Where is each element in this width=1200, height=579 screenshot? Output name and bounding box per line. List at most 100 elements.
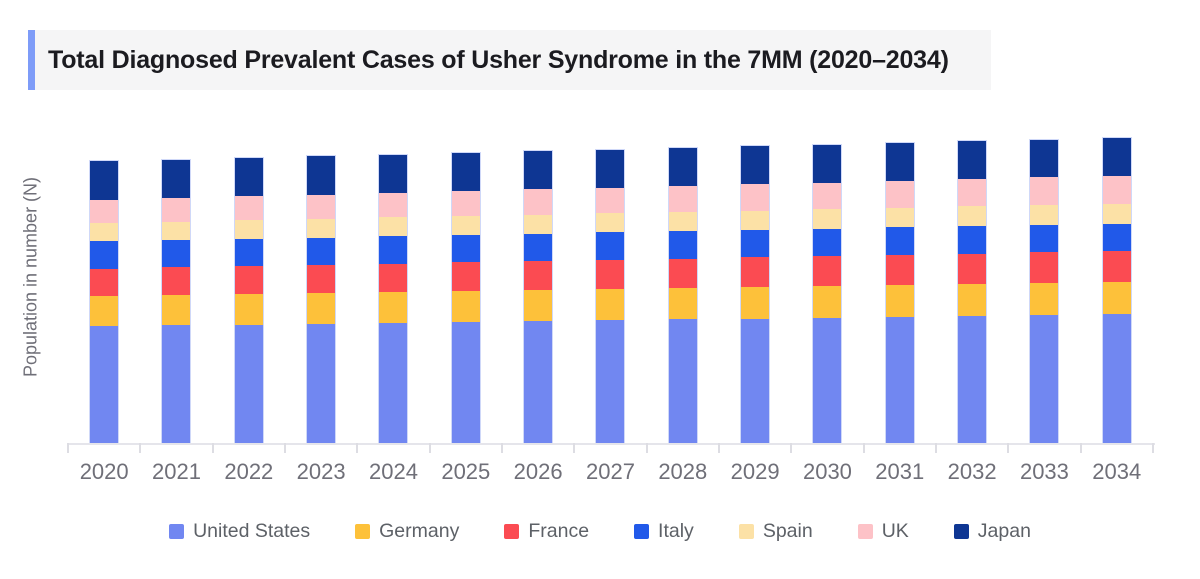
bar-segment-spain-2022 bbox=[234, 220, 263, 239]
bar-slot-2026 bbox=[502, 112, 574, 443]
legend-item-italy: Italy bbox=[634, 520, 694, 543]
bar-segment-germany-2023 bbox=[307, 293, 336, 324]
bar-segment-uk-2031 bbox=[885, 180, 914, 208]
bar-segment-spain-2034 bbox=[1102, 203, 1131, 224]
stacked-bar-2023 bbox=[307, 156, 336, 443]
x-axis-label-2022: 2022 bbox=[224, 459, 274, 484]
x-axis-ticks bbox=[67, 443, 1154, 453]
bar-segment-france-2021 bbox=[162, 267, 191, 296]
bar-segment-germany-2020 bbox=[90, 296, 119, 327]
bar-slot-2027 bbox=[574, 112, 646, 443]
x-axis-tick bbox=[1079, 443, 1082, 453]
bar-segment-united-states-2026 bbox=[524, 321, 553, 443]
legend-swatch-uk bbox=[857, 524, 873, 539]
x-axis-label-2032: 2032 bbox=[947, 459, 997, 484]
bar-segment-japan-2026 bbox=[524, 151, 553, 190]
stacked-bar-2033 bbox=[1030, 139, 1059, 443]
bar-segment-united-states-2032 bbox=[958, 316, 987, 443]
bar-segment-france-2029 bbox=[741, 257, 770, 288]
stacked-bar-2032 bbox=[958, 141, 987, 443]
x-axis-label-2030: 2030 bbox=[802, 459, 852, 484]
bar-segment-italy-2024 bbox=[379, 236, 408, 264]
legend-swatch-japan bbox=[953, 524, 969, 539]
bar-segment-italy-2030 bbox=[813, 228, 842, 257]
legend-item-germany: Germany bbox=[355, 520, 459, 543]
stacked-bar-2022 bbox=[234, 158, 263, 443]
bar-segment-spain-2021 bbox=[162, 221, 191, 241]
bar-segment-germany-2028 bbox=[668, 288, 697, 320]
bar-segment-italy-2021 bbox=[162, 240, 191, 268]
stacked-bar-2024 bbox=[379, 154, 408, 443]
bar-segment-germany-2025 bbox=[451, 291, 480, 322]
legend-item-united-states: United States bbox=[169, 520, 310, 543]
bar-segment-spain-2033 bbox=[1030, 205, 1059, 225]
bar-segment-france-2027 bbox=[596, 259, 625, 290]
x-axis-tick bbox=[645, 443, 648, 453]
bar-segment-spain-2031 bbox=[885, 207, 914, 228]
bar-segment-france-2026 bbox=[524, 261, 553, 291]
bar-segment-uk-2028 bbox=[668, 185, 697, 212]
x-axis-label-2031: 2031 bbox=[875, 459, 925, 484]
bar-segment-united-states-2025 bbox=[451, 322, 480, 443]
bar-segment-italy-2023 bbox=[307, 237, 336, 265]
bar-segment-germany-2022 bbox=[234, 294, 263, 325]
bar-segment-germany-2030 bbox=[813, 286, 842, 318]
bar-segment-uk-2030 bbox=[813, 182, 842, 210]
bar-segment-japan-2031 bbox=[885, 143, 914, 181]
x-axis-tick bbox=[573, 443, 576, 453]
bar-segment-spain-2020 bbox=[90, 223, 119, 242]
x-axis-tick bbox=[428, 443, 431, 453]
bar-segment-germany-2034 bbox=[1102, 282, 1131, 315]
bar-segment-japan-2029 bbox=[741, 146, 770, 185]
bar-segment-uk-2033 bbox=[1030, 177, 1059, 206]
bar-segment-germany-2031 bbox=[885, 285, 914, 317]
bar-segment-france-2033 bbox=[1030, 252, 1059, 284]
bar-segment-italy-2026 bbox=[524, 233, 553, 262]
x-axis-label-2026: 2026 bbox=[513, 459, 563, 484]
legend-label-italy: Italy bbox=[658, 520, 694, 542]
x-axis-label-2020: 2020 bbox=[79, 459, 129, 484]
x-axis-label-2024: 2024 bbox=[369, 459, 418, 484]
bar-segment-italy-2033 bbox=[1030, 224, 1059, 253]
stacked-bar-2029 bbox=[741, 146, 770, 443]
legend-swatch-spain bbox=[738, 524, 754, 539]
bar-segment-france-2031 bbox=[885, 254, 914, 286]
bar-slot-2032 bbox=[936, 112, 1008, 443]
bar-segment-france-2034 bbox=[1102, 251, 1131, 283]
bar-segment-spain-2029 bbox=[741, 210, 770, 230]
bar-segment-united-states-2024 bbox=[379, 322, 408, 443]
bar-segment-france-2024 bbox=[379, 263, 408, 293]
legend-swatch-germany bbox=[355, 524, 371, 539]
x-axis-tick bbox=[790, 443, 793, 453]
bar-segment-japan-2028 bbox=[668, 147, 697, 186]
bar-segment-france-2028 bbox=[668, 258, 697, 289]
bar-segment-japan-2024 bbox=[379, 154, 408, 193]
bar-segment-france-2023 bbox=[307, 264, 336, 294]
bar-segment-germany-2032 bbox=[958, 284, 987, 316]
bar-segment-spain-2023 bbox=[307, 218, 336, 238]
bar-slot-2025 bbox=[430, 112, 502, 443]
bar-segment-united-states-2031 bbox=[885, 316, 914, 443]
stacked-bar-2021 bbox=[162, 159, 191, 443]
bar-slot-2020 bbox=[68, 112, 140, 443]
bar-segment-uk-2022 bbox=[234, 196, 263, 221]
bar-segment-uk-2034 bbox=[1102, 175, 1131, 204]
bar-segment-spain-2027 bbox=[596, 213, 625, 233]
x-axis-tick bbox=[211, 443, 214, 453]
bar-segment-france-2022 bbox=[234, 266, 263, 295]
bar-slot-2029 bbox=[719, 112, 791, 443]
bar-segment-germany-2021 bbox=[162, 295, 191, 326]
bar-segment-germany-2033 bbox=[1030, 283, 1059, 316]
bar-segment-uk-2025 bbox=[451, 191, 480, 217]
bar-segment-spain-2024 bbox=[379, 217, 408, 237]
bar-slot-2022 bbox=[213, 112, 285, 443]
bar-segment-uk-2023 bbox=[307, 194, 336, 219]
x-axis-label-2023: 2023 bbox=[296, 459, 346, 484]
bar-slot-2023 bbox=[285, 112, 357, 443]
bar-segment-united-states-2029 bbox=[741, 318, 770, 443]
stacked-bar-2025 bbox=[451, 153, 480, 443]
bar-segment-france-2030 bbox=[813, 256, 842, 287]
bar-segment-united-states-2027 bbox=[596, 320, 625, 443]
bar-slot-2034 bbox=[1081, 112, 1153, 443]
bar-segment-italy-2020 bbox=[90, 241, 119, 269]
